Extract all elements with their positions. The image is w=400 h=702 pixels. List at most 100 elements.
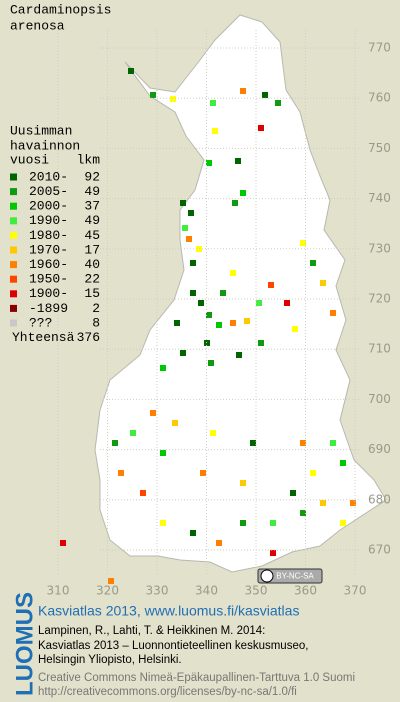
x-label: 320 [96,584,119,598]
legend-count: 15 [84,286,100,301]
legend: 2010- 92 2005- 49 2000- 37 1990- 49 1980- 45 1970-… [10,169,100,345]
observation [310,260,316,266]
observation [270,520,276,526]
observation [240,88,246,94]
observation [330,310,336,316]
species-title: Cardaminopsis [10,2,111,17]
legend-swatch [10,188,17,196]
observation [220,290,226,296]
observation [216,322,222,328]
citation: Helsingin Yliopisto, Helsinki. [38,654,182,666]
observation [275,100,281,106]
observation [292,326,298,332]
legend-swatch [10,173,17,181]
observation [320,500,326,506]
legend-count: 2 [92,301,100,316]
observation [230,270,236,276]
x-label: 360 [294,584,317,598]
observation [190,260,196,266]
observation [180,200,186,206]
observation [112,440,118,446]
observation [350,500,356,506]
observation [200,470,206,476]
observation [240,190,246,196]
observation [128,68,134,74]
citation: Lampinen, R., Lahti, T. & Heikkinen M. 2… [38,625,265,637]
observation [256,300,262,306]
legend-header: Uusimman [10,123,72,138]
legend-label: 1970- [29,242,68,257]
observation [216,540,222,546]
legend-label: 1960- [29,257,68,272]
y-label: 710 [368,342,391,356]
observation [340,520,346,526]
atlas-link[interactable]: Kasviatlas 2013, www.luomus.fi/kasviatla… [38,603,299,619]
legend-count: 92 [84,169,100,184]
observation [188,210,194,216]
legend-label: 2010- [29,169,68,184]
observation [60,540,66,546]
y-label: 740 [368,191,391,205]
legend-count-header: lkm [77,152,101,167]
legend-swatch [10,217,17,225]
x-label: 350 [245,584,268,598]
x-label: 370 [344,584,367,598]
legend-swatch [10,304,17,312]
observation [206,312,212,318]
brand: LUOMUS [11,592,38,696]
observation [310,470,316,476]
y-label: 680 [368,492,391,506]
legend-swatch [10,231,17,239]
observation [160,520,166,526]
observation [300,440,306,446]
observation [182,225,188,231]
cc-badge: BY-NC-SA [257,568,323,584]
license: Creative Commons Nimeä-Epäkaupallinen-Ta… [38,672,355,684]
legend-swatch [10,275,17,283]
legend-count: 49 [84,184,100,199]
total-count: 376 [77,330,100,345]
observation [235,158,241,164]
observation [230,320,236,326]
observation [330,440,336,446]
observation [270,550,276,556]
y-label: 700 [368,392,391,406]
legend-label: -1899 [29,301,68,316]
observation [180,350,186,356]
legend-label: 2000- [29,199,68,214]
y-label: 730 [368,241,391,255]
observation [244,318,250,324]
observation [210,430,216,436]
observation [190,530,196,536]
legend-label: ??? [29,315,52,330]
total-label: Yhteensä [12,330,75,345]
observation [284,300,290,306]
y-label: 760 [368,91,391,105]
observation [160,450,166,456]
legend-swatch [10,290,17,298]
observation [340,460,346,466]
observation [300,510,306,516]
legend-label: 1900- [29,286,68,301]
legend-count: 40 [84,257,100,272]
y-label: 690 [368,442,391,456]
observation [160,365,166,371]
legend-count: 17 [84,242,100,257]
x-label: 340 [195,584,218,598]
grid: 770 760 750 740 730 720 710 700 690 680 670 310 320 3… [47,30,391,598]
observation [186,236,192,242]
observation [212,128,218,134]
legend-swatch [10,246,17,254]
observation [206,160,212,166]
observation [240,520,246,526]
observation [208,360,214,366]
legend-label: 1980- [29,228,68,243]
legend-count: 8 [92,315,100,330]
legend-label: 1950- [29,272,68,287]
observation [118,470,124,476]
finland-map [94,14,387,573]
legend-count: 37 [84,199,100,214]
observation [150,92,156,98]
legend-header: havainnon [10,138,80,153]
